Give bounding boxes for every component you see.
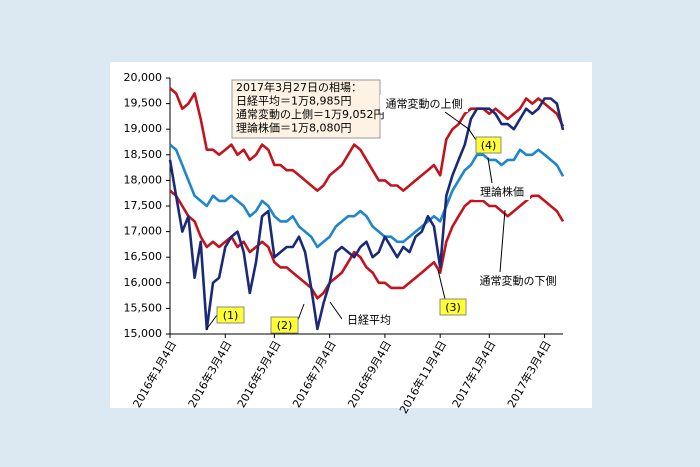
y-tick-label: 20,000 — [124, 71, 163, 84]
annotation-text: (1) — [223, 309, 239, 322]
annotation-arrow — [467, 127, 477, 141]
y-tick-label: 18,500 — [124, 148, 163, 161]
annotation-box — [470, 272, 566, 289]
annotation-text: 理論株価 — [480, 185, 524, 199]
y-tick-label: 16,500 — [124, 250, 163, 263]
info-text: 通常変動の上側＝1万9,052円 — [236, 107, 385, 121]
annotation-box — [474, 183, 530, 200]
y-tick-label: 17,000 — [124, 225, 163, 238]
info-text: 理論株価＝1万8,080円 — [236, 121, 352, 135]
y-tick-label: 17,500 — [124, 199, 163, 212]
annotation-arrow — [444, 111, 471, 131]
series-line — [168, 97, 565, 331]
y-tick-label: 15,500 — [124, 301, 163, 314]
annotation-box — [475, 136, 502, 154]
info-text: 日経平均＝1万8,985円 — [236, 95, 352, 108]
annotation-text: (3) — [445, 301, 461, 314]
annotation-box — [216, 306, 245, 324]
series-line — [169, 143, 565, 249]
annotation-box — [439, 298, 467, 316]
y-tick-label: 15,000 — [124, 327, 163, 340]
annotation-text: 通常変動の下側 — [480, 274, 557, 288]
y-tick-label: 19,000 — [124, 122, 163, 135]
y-tick-label: 16,000 — [124, 276, 163, 289]
annotation-arrow — [297, 303, 305, 321]
y-tick-label: 18,000 — [124, 173, 163, 186]
annotation-text: (4) — [481, 139, 497, 152]
series-line — [169, 87, 565, 192]
annotation-box — [270, 316, 299, 334]
y-tick-label: 19,500 — [124, 97, 163, 110]
annotation-arrow — [487, 157, 493, 184]
annotation-arrow — [205, 314, 218, 331]
annotation-box — [380, 95, 468, 112]
annotation-text: 日経平均 — [347, 314, 391, 327]
info-box — [231, 79, 381, 139]
annotations: 2017年3月27日の相場：日経平均＝1万8,985円通常変動の上側＝1万9,0… — [205, 79, 566, 334]
info-text: 2017年3月27日の相場： — [236, 80, 362, 94]
annotation-arrow — [437, 269, 446, 300]
annotation-arrow — [499, 209, 506, 273]
annotation-text: 通常変動の上側 — [386, 97, 463, 111]
annotation-text: (2) — [277, 319, 293, 332]
annotation-arrow — [329, 301, 343, 320]
annotation-box — [342, 311, 396, 328]
series-line — [169, 189, 565, 300]
